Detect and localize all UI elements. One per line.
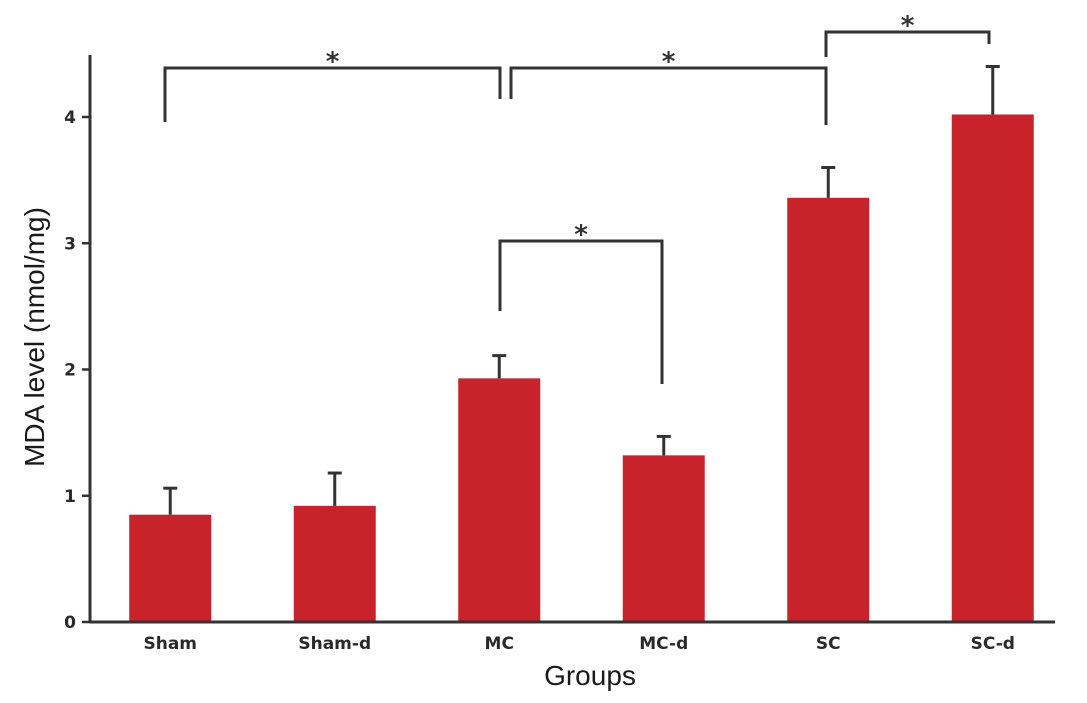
- axes-layer: [88, 55, 1055, 624]
- significance-star: *: [662, 47, 676, 77]
- bar-sc: [787, 197, 870, 623]
- y-tick-label: 4: [64, 108, 76, 128]
- bar-sham: [129, 514, 212, 622]
- bar-sc-d: [951, 114, 1034, 622]
- error-bars-layer: [163, 65, 1000, 515]
- significance-layer: * * * *: [163, 11, 991, 384]
- bar-mc: [458, 378, 541, 622]
- significance-star: *: [901, 11, 915, 41]
- x-tick-label: Sham-d: [298, 634, 371, 654]
- y-tick-label: 1: [64, 487, 76, 507]
- significance-star: *: [326, 47, 340, 77]
- y-tick-label: 3: [64, 234, 76, 254]
- x-tick-label: MC: [485, 634, 514, 654]
- significance-bracket: [824, 30, 991, 57]
- significance-bracket: [509, 66, 828, 125]
- x-tick-label: SC: [816, 634, 841, 654]
- significance-star: *: [574, 220, 588, 250]
- bars-layer: [129, 114, 1034, 623]
- y-ticks-layer: 0 1 2 3 4: [64, 108, 90, 633]
- y-axis-title: MDA level (nmol/mg): [19, 207, 50, 467]
- significance-bracket: [498, 239, 664, 384]
- x-tick-label: MC-d: [639, 634, 688, 654]
- y-tick-label: 2: [64, 361, 76, 381]
- bar-mc-d: [622, 455, 705, 622]
- x-ticks-layer: Sham Sham-d MC MC-d SC SC-d: [143, 634, 1014, 654]
- x-tick-label: Sham: [143, 634, 197, 654]
- y-tick-label: 0: [64, 613, 76, 633]
- significance-bracket: [163, 66, 502, 122]
- x-axis-title: Groups: [544, 660, 636, 691]
- bar-sham-d: [293, 505, 376, 622]
- x-tick-label: SC-d: [971, 634, 1015, 654]
